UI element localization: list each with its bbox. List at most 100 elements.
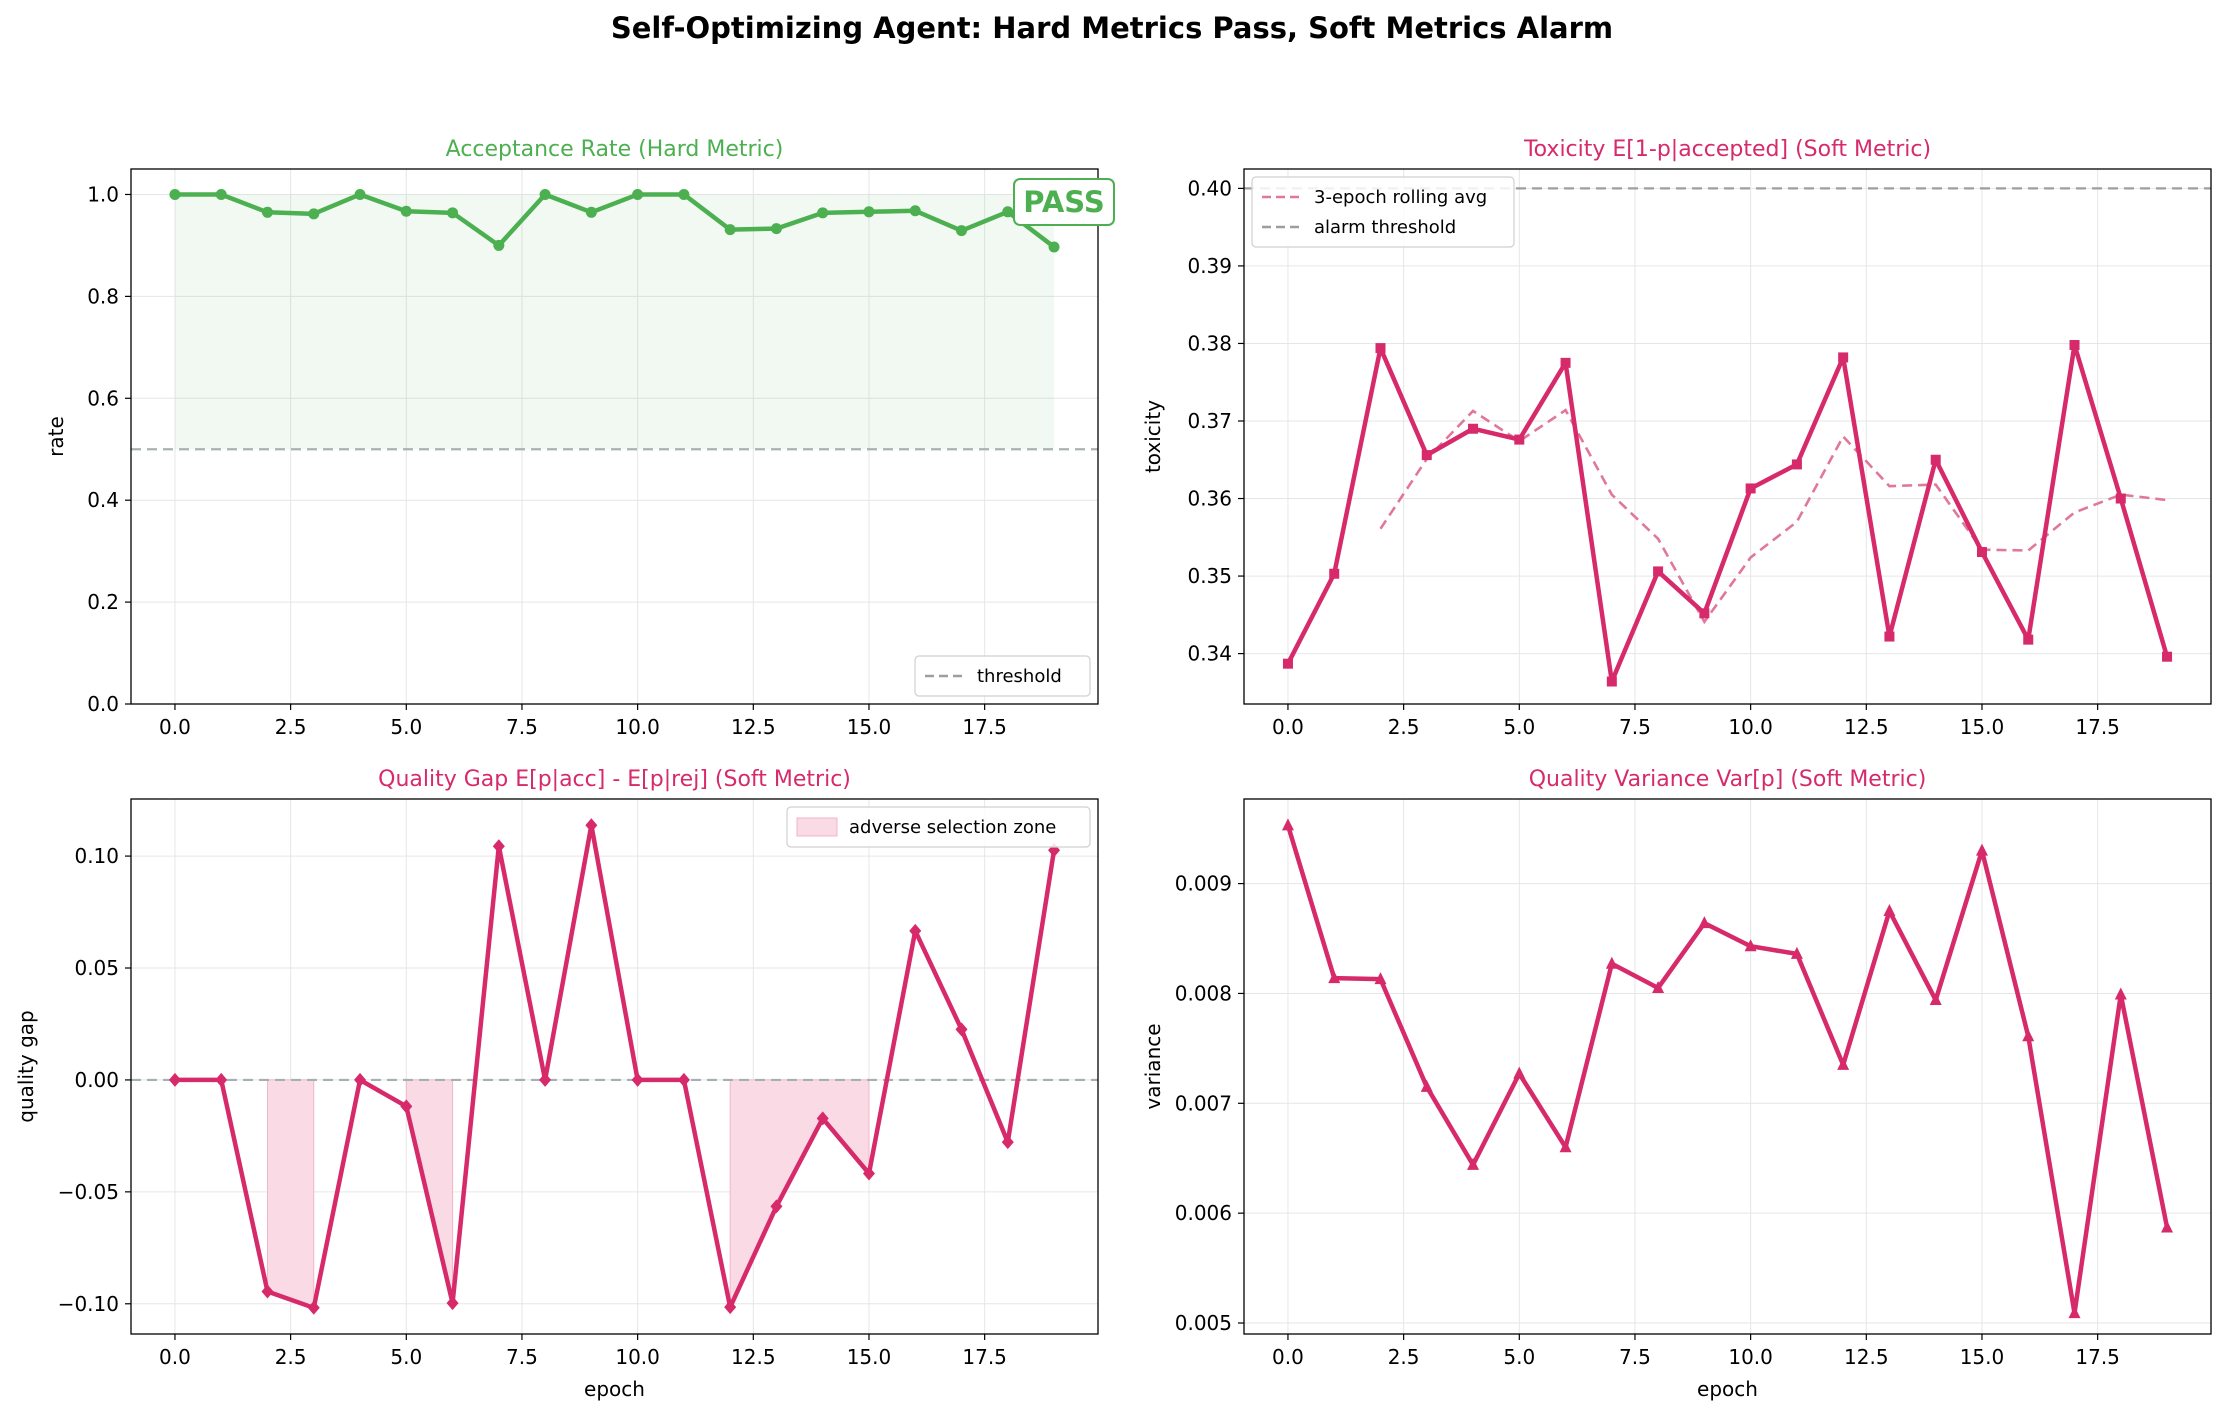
- data-point: [862, 1166, 875, 1181]
- y-tick-label: 0.35: [1187, 564, 1232, 588]
- data-point: [168, 1072, 181, 1087]
- data-point: [909, 923, 922, 938]
- data-point: [632, 188, 644, 200]
- data-point: [1560, 357, 1571, 368]
- data-point: [1513, 1066, 1526, 1079]
- x-tick-label: 7.5: [1619, 1345, 1651, 1369]
- x-tick-label: 17.5: [962, 1345, 1007, 1369]
- data-point: [261, 1284, 274, 1299]
- y-tick-label: 0.40: [1187, 176, 1232, 200]
- panel-quality_gap: Quality Gap E[p|acc] - E[p|rej] (Soft Me…: [14, 767, 1099, 1401]
- legend-swatch: [796, 817, 838, 837]
- data-point: [308, 208, 320, 220]
- panel-title: Toxicity E[1-p|accepted] (Soft Metric): [1523, 137, 1931, 162]
- y-tick-label: 0.39: [1187, 254, 1232, 278]
- adverse-zone: [266, 1079, 315, 1309]
- axes-frame: [130, 168, 1099, 705]
- data-point: [2161, 1220, 2174, 1233]
- data-point: [2022, 1029, 2035, 1042]
- data-point: [1514, 434, 1525, 445]
- y-tick-label: 0.36: [1187, 487, 1232, 511]
- series-line: [174, 822, 1057, 1311]
- pass-badge-box: [1013, 178, 1115, 226]
- x-tick-label: 17.5: [962, 715, 1007, 739]
- data-point: [1001, 1135, 1014, 1150]
- data-point: [169, 188, 181, 200]
- data-point: [1929, 993, 1942, 1006]
- data-point: [1698, 916, 1711, 929]
- y-tick-label: 0.4: [87, 488, 119, 512]
- legend-box: [1251, 176, 1515, 248]
- x-tick-label: 2.5: [275, 1345, 307, 1369]
- x-tick-label: 7.5: [506, 715, 538, 739]
- x-tick-label: 15.0: [847, 715, 892, 739]
- data-point: [400, 1099, 413, 1114]
- x-tick-label: 2.5: [275, 715, 307, 739]
- x-tick-label: 2.5: [1388, 715, 1420, 739]
- x-tick-label: 15.0: [1960, 1345, 2005, 1369]
- data-point: [1744, 939, 1757, 952]
- data-point: [539, 188, 551, 200]
- axes-frame: [1243, 798, 2212, 1335]
- x-tick-label: 10.0: [615, 715, 660, 739]
- x-tick-label: 12.5: [1844, 1345, 1889, 1369]
- x-tick-label: 15.0: [847, 1345, 892, 1369]
- data-point: [955, 1022, 968, 1037]
- data-point: [1421, 450, 1432, 461]
- x-tick-label: 17.5: [2075, 715, 2120, 739]
- x-tick-label: 12.5: [1844, 715, 1889, 739]
- y-tick-label: 0.009: [1175, 872, 1232, 896]
- figure-title: Self-Optimizing Agent: Hard Metrics Pass…: [611, 11, 1613, 45]
- x-tick-label: 12.5: [731, 1345, 776, 1369]
- data-point: [1883, 904, 1896, 917]
- data-point: [1606, 676, 1617, 687]
- series-line: [1285, 342, 2170, 684]
- data-point: [1884, 631, 1895, 642]
- data-point: [1653, 566, 1664, 577]
- adverse-zone: [729, 1079, 870, 1308]
- legend: threshold: [914, 655, 1091, 697]
- legend: adverse selection zone: [786, 806, 1091, 848]
- y-tick-label: 0.6: [87, 386, 119, 410]
- legend-box: [914, 655, 1091, 697]
- y-tick-label: −0.10: [58, 1292, 119, 1316]
- data-point: [1467, 1157, 1480, 1170]
- x-tick-label: 0.0: [1272, 1345, 1304, 1369]
- data-point: [539, 1072, 552, 1087]
- data-point: [1699, 608, 1710, 619]
- axes-frame: [1243, 168, 2212, 705]
- x-tick-label: 7.5: [1619, 715, 1651, 739]
- data-point: [770, 223, 782, 235]
- x-axis-label: epoch: [1697, 1377, 1758, 1401]
- y-tick-label: 0.34: [1187, 642, 1232, 666]
- data-point: [817, 207, 829, 219]
- data-point: [307, 1300, 320, 1315]
- legend: 3-epoch rolling avg alarm threshold: [1251, 176, 1515, 248]
- x-axis-label: epoch: [584, 1377, 645, 1401]
- series-line: [1285, 824, 2170, 1316]
- x-tick-label: 0.0: [159, 715, 191, 739]
- y-tick-label: 0.2: [87, 590, 119, 614]
- data-point: [816, 1111, 829, 1126]
- legend-label: 3-epoch rolling avg: [1314, 187, 1487, 208]
- data-point: [678, 188, 690, 200]
- data-point: [2069, 340, 2080, 351]
- y-axis-label: quality gap: [14, 1010, 38, 1122]
- y-tick-label: 0.0: [87, 692, 119, 716]
- y-tick-label: 0.007: [1175, 1091, 1232, 1115]
- data-point: [1745, 483, 1756, 494]
- data-point: [1837, 1057, 1850, 1070]
- data-point: [215, 188, 227, 200]
- data-point: [1281, 818, 1294, 831]
- data-point: [1652, 980, 1665, 993]
- data-point: [1375, 343, 1386, 354]
- data-point: [2115, 493, 2126, 504]
- data-point: [1605, 956, 1618, 969]
- data-point: [215, 1072, 228, 1087]
- data-point: [446, 1296, 459, 1311]
- data-point: [863, 206, 875, 218]
- y-tick-label: −0.05: [58, 1180, 119, 1204]
- data-point: [1791, 459, 1802, 470]
- panel-title: Quality Gap E[p|acc] - E[p|rej] (Soft Me…: [378, 767, 851, 792]
